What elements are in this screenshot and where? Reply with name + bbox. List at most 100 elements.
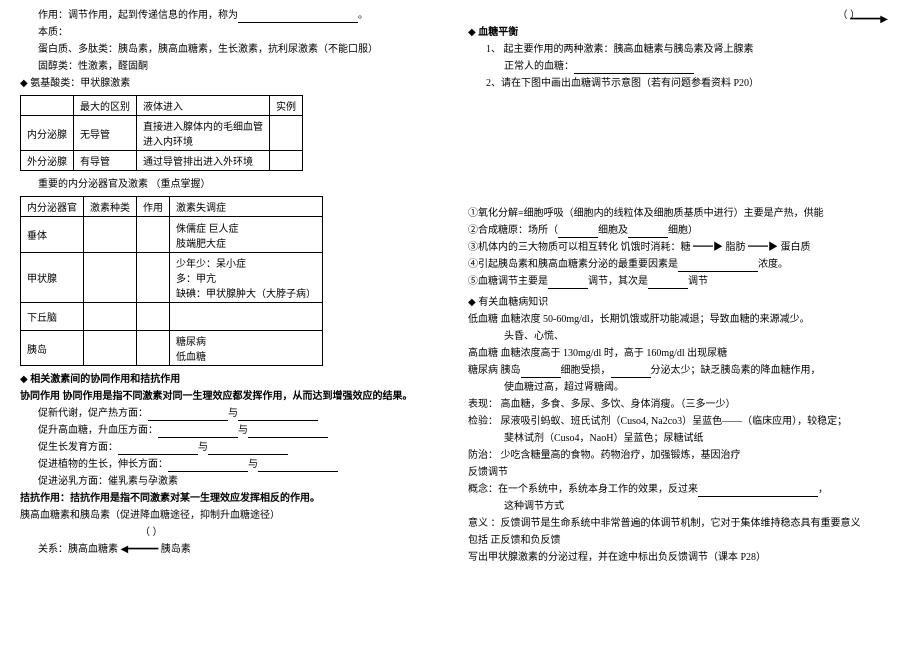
func-text: 作用：调节作用，起到传递信息的作用，称为 bbox=[38, 10, 238, 21]
table-row: 内分泌器官 激素种类 作用 激素失调症 bbox=[21, 197, 323, 217]
diamond-icon: ◆ bbox=[468, 295, 476, 310]
left-column: 作用：调节作用，起到传递信息的作用，称为。 本质： 蛋白质、多肽类：胰岛素，胰高… bbox=[12, 8, 460, 642]
r1c: 2、请在下图中画出血糖调节示意图（若有问题参看资料 P20） bbox=[486, 76, 900, 91]
cell bbox=[137, 303, 170, 331]
amino-line: 氨基酸类：甲状腺激素 bbox=[30, 78, 130, 89]
t: ， bbox=[818, 484, 828, 495]
blank bbox=[238, 410, 318, 421]
cell: 侏儒症 巨人症肢端肥大症 bbox=[170, 217, 323, 253]
protein-line: 蛋白质、多肽类：胰岛素，胰高血糖素，生长激素，抗利尿激素（不能口服） bbox=[38, 42, 452, 57]
fb2c: 这种调节方式 bbox=[504, 499, 900, 514]
table-row: 最大的区别 液体进入 实例 bbox=[21, 96, 303, 116]
cell: 内分泌腺 bbox=[21, 116, 74, 151]
cell: 外分泌腺 bbox=[21, 151, 74, 171]
t: 与 bbox=[198, 442, 208, 453]
cell: 激素种类 bbox=[84, 197, 137, 217]
r1b-row: 正常人的血糖： bbox=[504, 59, 900, 74]
syn-5: 促进植物的生长，伸长方面：与 bbox=[38, 457, 452, 472]
t: 分泌太少；缺乏胰岛素的降血糖作用， bbox=[651, 365, 821, 376]
cell: 实例 bbox=[270, 96, 303, 116]
fb3: 意义 ：反馈调节是生命系统中非常普遍的体调节机制，它对于集体维持稳态具有重要意义 bbox=[468, 516, 900, 531]
k2: 高血糖 血糖浓度高于 130mg/dl 时，高于 160mg/dl 出现尿糖 bbox=[468, 346, 900, 361]
table-row: 垂体 侏儒症 巨人症肢端肥大症 bbox=[21, 217, 323, 253]
t: 与 bbox=[238, 425, 248, 436]
cell: 通过导管排出进入外环境 bbox=[137, 151, 270, 171]
diamond-icon: ◆ bbox=[20, 76, 28, 91]
amino-row: ◆ 氨基酸类：甲状腺激素 bbox=[20, 76, 452, 91]
t: ②合成糖原：场所（ bbox=[468, 225, 558, 236]
blank-1 bbox=[238, 12, 358, 23]
t: 与 bbox=[228, 408, 238, 419]
blank bbox=[548, 278, 588, 289]
diamond-icon: ◆ bbox=[468, 25, 476, 40]
diagram-placeholder bbox=[468, 93, 728, 203]
cell bbox=[137, 217, 170, 253]
hormone-table: 内分泌器官 激素种类 作用 激素失调症 垂体 侏儒症 巨人症肢端肥大症 甲状腺 … bbox=[20, 196, 323, 366]
t: 调节 bbox=[688, 276, 708, 287]
cell bbox=[84, 331, 137, 366]
cell: 糖尿病低血糖 bbox=[170, 331, 323, 366]
cell: 内分泌器官 bbox=[21, 197, 84, 217]
cell bbox=[84, 217, 137, 253]
k6: 防治： 少吃含糖量高的食物。药物治疗，加强锻炼，基因治疗 bbox=[468, 448, 900, 463]
ant-4: 关系：胰高血糖素 ◀━━━━━ 胰岛素 bbox=[38, 542, 452, 557]
syn-3: 促升高血糖，升血压方面： 与 bbox=[38, 423, 452, 438]
gland-table: 最大的区别 液体进入 实例 内分泌腺 无导管 直接进入腺体内的毛细血管进入内环境… bbox=[20, 95, 303, 171]
diamond-icon: ◆ bbox=[20, 372, 28, 387]
arrow-right-icon: ━━▶ bbox=[748, 242, 778, 253]
k4: 表现： 高血糖，多食、多尿、多饮、身体消瘦。（三多一少） bbox=[468, 397, 900, 412]
syn-def-text: 协同作用 协同作用是指不同激素对同一生理效应都发挥作用，从而达到增强效应的结果。 bbox=[20, 391, 413, 402]
t: 细胞及 bbox=[598, 225, 628, 236]
cell bbox=[84, 303, 137, 331]
p1b-row: ②合成糖原：场所（细胞及细胞） bbox=[468, 223, 900, 238]
k5b: 斐林试剂（Cuso4，NaoH）呈蓝色；尿糖试纸 bbox=[504, 431, 900, 446]
blank bbox=[248, 427, 328, 438]
t: 浓度。 bbox=[758, 259, 788, 270]
t: 促生长发育方面： bbox=[38, 442, 118, 453]
cell bbox=[84, 253, 137, 303]
func-line: 作用：调节作用，起到传递信息的作用，称为。 bbox=[38, 8, 452, 23]
sterol-line: 固醇类：性激素，醛固酮 bbox=[38, 59, 452, 74]
top-arrow-icon: ━━━━━▶ bbox=[850, 14, 888, 25]
t: 蛋白质 bbox=[781, 242, 811, 253]
balance-title: 血糖平衡 bbox=[478, 27, 518, 38]
syn-title-row: ◆ 相关激素间的协同作用和拮抗作用 bbox=[20, 372, 452, 387]
blank bbox=[558, 227, 598, 238]
syn-def: 协同作用 协同作用是指不同激素对同一生理效应都发挥作用，从而达到增强效应的结果。 bbox=[20, 389, 452, 404]
t: 促新代谢，促产热方面： bbox=[38, 408, 148, 419]
blank bbox=[148, 410, 228, 421]
cell bbox=[170, 303, 323, 331]
balance-title-row: ◆ 血糖平衡 bbox=[468, 25, 900, 40]
fb1: 反馈调节 bbox=[468, 465, 900, 480]
t: 促升高血糖，升血压方面： bbox=[38, 425, 158, 436]
k5a: 检验： 尿液吸引蚂蚁、班氏试剂（Cuso4, Na2co3）呈蓝色——（临床应用… bbox=[468, 414, 900, 429]
know-title: 有关血糖病知识 bbox=[478, 297, 548, 308]
t: 与 bbox=[248, 459, 258, 470]
p3-row: ④引起胰岛素和胰高血糖素分泌的最重要因素是浓度。 bbox=[468, 257, 900, 272]
p1a: ①氧化分解=细胞呼吸（细胞内的线粒体及细胞质基质中进行）主要是产热，供能 bbox=[468, 206, 900, 221]
fb5: 写出甲状腺激素的分泌过程，并在途中标出负反馈调节（课本 P28） bbox=[468, 550, 900, 565]
fb4: 包括 正反馈和负反馈 bbox=[468, 533, 900, 548]
blank bbox=[208, 444, 288, 455]
t: 细胞受损， bbox=[561, 365, 611, 376]
blank bbox=[698, 486, 818, 497]
t: ③机体内的三大物质可以相互转化 饥饿时消耗：糖 bbox=[468, 242, 691, 253]
cell: 少年少：呆小症多：甲亢缺碘：甲状腺肿大（大脖子病） bbox=[170, 253, 323, 303]
cell: 无导管 bbox=[74, 116, 137, 151]
blank bbox=[611, 367, 651, 378]
cell: 垂体 bbox=[21, 217, 84, 253]
know-title-row: ◆ 有关血糖病知识 bbox=[468, 295, 900, 310]
fb2-row: 概念：在一个系统中，系统本身工作的效果，反过来， bbox=[468, 482, 900, 497]
cell bbox=[270, 116, 303, 151]
cell: 下丘脑 bbox=[21, 303, 84, 331]
arrow-right-icon: ━━▶ bbox=[693, 242, 723, 253]
ant-def: 拮抗作用：拮抗作用是指不同激素对某一生理效应发挥相反的作用。 bbox=[20, 493, 320, 504]
cell: 胰岛 bbox=[21, 331, 84, 366]
ant-3: （ ） bbox=[140, 525, 452, 540]
blank bbox=[168, 461, 248, 472]
blank bbox=[628, 227, 668, 238]
p2-row: ③机体内的三大物质可以相互转化 饥饿时消耗：糖 ━━▶ 脂肪 ━━▶ 蛋白质 bbox=[468, 240, 900, 255]
p4-row: ⑤血糖调节主要是调节，其次是调节 bbox=[468, 274, 900, 289]
syn-2: 促新代谢，促产热方面： 与 bbox=[38, 406, 452, 421]
cell bbox=[270, 151, 303, 171]
